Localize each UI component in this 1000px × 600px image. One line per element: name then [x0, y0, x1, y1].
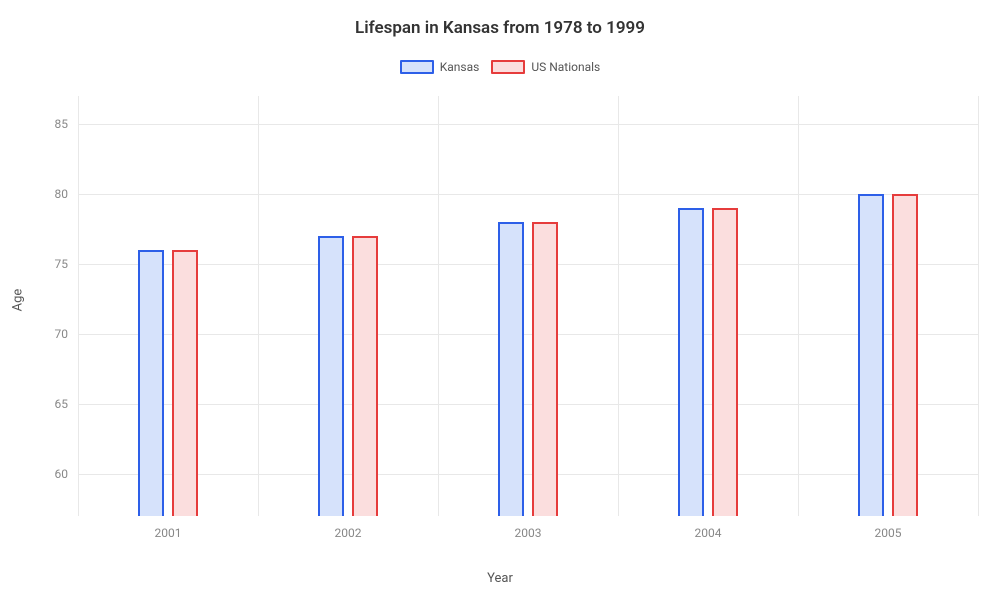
y-tick-label: 75: [38, 257, 68, 271]
x-tick-label: 2003: [515, 526, 542, 540]
bar: [172, 250, 198, 516]
bar: [318, 236, 344, 516]
bar: [892, 194, 918, 516]
gridline-horizontal: [78, 194, 978, 195]
legend-swatch: [400, 60, 434, 74]
legend-label: Kansas: [440, 60, 480, 74]
y-tick-label: 60: [38, 467, 68, 481]
bar: [532, 222, 558, 516]
bar: [858, 194, 884, 516]
chart-container: Lifespan in Kansas from 1978 to 1999 Kan…: [0, 0, 1000, 600]
gridline-vertical: [78, 96, 79, 516]
gridline-vertical: [258, 96, 259, 516]
legend-item: US Nationals: [491, 60, 600, 74]
bar: [678, 208, 704, 516]
x-axis-label: Year: [0, 571, 1000, 586]
x-tick-label: 2001: [155, 526, 182, 540]
x-tick-label: 2005: [875, 526, 902, 540]
legend-label: US Nationals: [531, 60, 600, 74]
plot-area: 60657075808520012002200320042005: [78, 96, 978, 516]
y-tick-label: 65: [38, 397, 68, 411]
legend: Kansas US Nationals: [0, 60, 1000, 74]
y-axis-label: Age: [11, 289, 26, 312]
gridline-horizontal: [78, 124, 978, 125]
bar: [498, 222, 524, 516]
x-tick-label: 2004: [695, 526, 722, 540]
legend-swatch: [491, 60, 525, 74]
gridline-horizontal: [78, 404, 978, 405]
gridline-horizontal: [78, 474, 978, 475]
chart-title: Lifespan in Kansas from 1978 to 1999: [0, 18, 1000, 38]
gridline-vertical: [618, 96, 619, 516]
gridline-vertical: [798, 96, 799, 516]
gridline-vertical: [978, 96, 979, 516]
bar: [712, 208, 738, 516]
y-tick-label: 70: [38, 327, 68, 341]
gridline-horizontal: [78, 264, 978, 265]
gridline-horizontal: [78, 334, 978, 335]
bar: [138, 250, 164, 516]
x-tick-label: 2002: [335, 526, 362, 540]
legend-item: Kansas: [400, 60, 480, 74]
y-tick-label: 80: [38, 187, 68, 201]
bar: [352, 236, 378, 516]
gridline-vertical: [438, 96, 439, 516]
y-tick-label: 85: [38, 117, 68, 131]
